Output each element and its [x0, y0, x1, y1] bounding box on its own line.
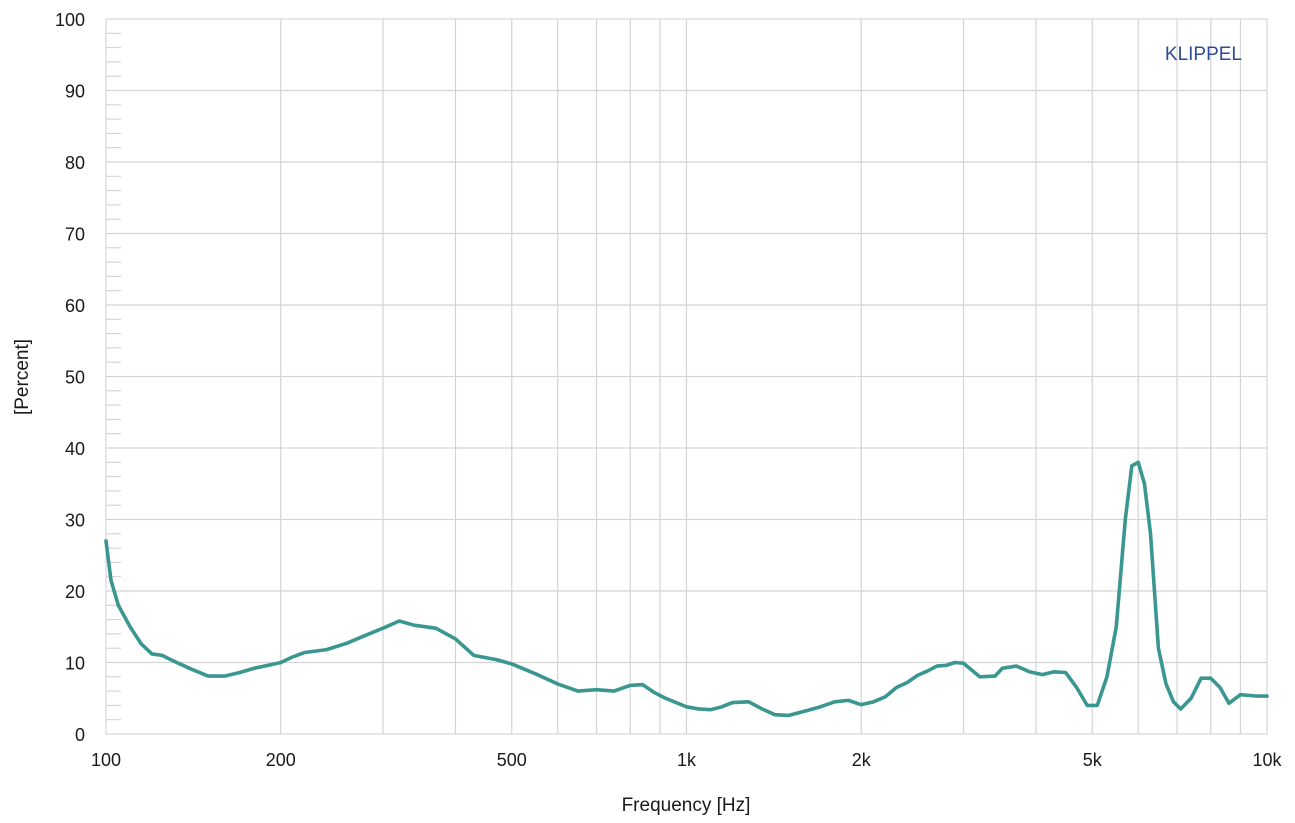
y-axis-title: [Percent]	[12, 339, 33, 415]
y-minor-ticks	[106, 32, 121, 721]
y-tick-label: 60	[65, 296, 85, 316]
x-tick-label: 2k	[852, 750, 872, 770]
y-tick-label: 40	[65, 439, 85, 459]
y-tick-labels: 0 10 20 30 40 50 60 70 80 90 100	[55, 10, 85, 745]
y-tick-label: 70	[65, 225, 85, 245]
x-tick-label: 5k	[1083, 750, 1103, 770]
y-tick-label: 0	[75, 725, 85, 745]
plot-frame	[105, 18, 1268, 735]
series-line-1	[104, 460, 1269, 718]
x-tick-label: 200	[266, 750, 296, 770]
x-tick-label: 10k	[1252, 750, 1282, 770]
x-tick-labels: 100 200 500 1k 2k 5k 10k	[91, 750, 1283, 770]
y-tick-label: 100	[55, 10, 85, 30]
y-tick-label: 30	[65, 511, 85, 531]
series-layer	[104, 460, 1269, 718]
x-tick-label: 100	[91, 750, 121, 770]
y-tick-label: 90	[65, 82, 85, 102]
brand-logo-text: KLIPPEL	[1165, 44, 1242, 65]
y-tick-label: 20	[65, 582, 85, 602]
grid-major-lines	[106, 89, 1267, 664]
x-axis-title: Frequency [Hz]	[622, 795, 751, 816]
y-tick-label: 80	[65, 153, 85, 173]
y-tick-label: 50	[65, 368, 85, 388]
x-tick-label: 1k	[677, 750, 697, 770]
y-tick-label: 10	[65, 654, 85, 674]
x-tick-label: 500	[497, 750, 527, 770]
